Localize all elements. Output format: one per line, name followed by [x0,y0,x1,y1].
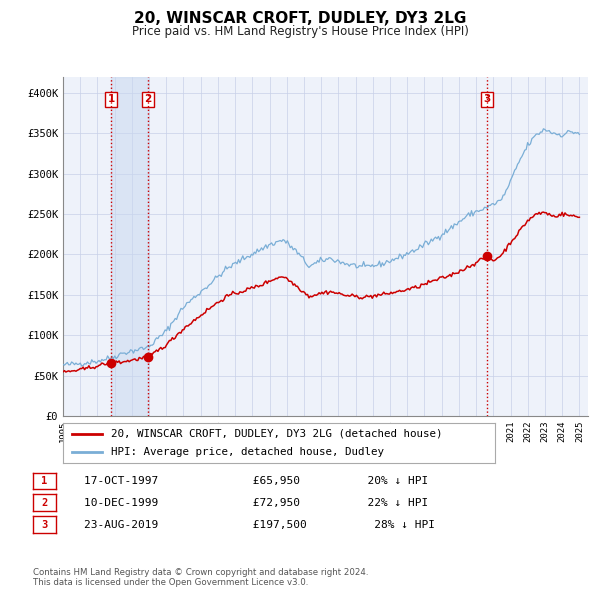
Text: 2: 2 [41,498,47,507]
Text: 20, WINSCAR CROFT, DUDLEY, DY3 2LG: 20, WINSCAR CROFT, DUDLEY, DY3 2LG [134,11,466,25]
Text: 23-AUG-2019              £197,500          28% ↓ HPI: 23-AUG-2019 £197,500 28% ↓ HPI [57,520,435,529]
Text: 3: 3 [484,94,491,104]
Bar [111,77,148,416]
Text: 17-OCT-1997              £65,950          20% ↓ HPI: 17-OCT-1997 £65,950 20% ↓ HPI [57,476,428,486]
Text: 2: 2 [145,94,152,104]
Text: Contains HM Land Registry data © Crown copyright and database right 2024.
This d: Contains HM Land Registry data © Crown c… [33,568,368,587]
Text: 3: 3 [41,520,47,529]
Text: 10-DEC-1999              £72,950          22% ↓ HPI: 10-DEC-1999 £72,950 22% ↓ HPI [57,498,428,507]
Text: HPI: Average price, detached house, Dudley: HPI: Average price, detached house, Dudl… [110,447,383,457]
Text: 1: 1 [107,94,115,104]
Text: 20, WINSCAR CROFT, DUDLEY, DY3 2LG (detached house): 20, WINSCAR CROFT, DUDLEY, DY3 2LG (deta… [110,429,442,439]
Text: 1: 1 [41,476,47,486]
Text: Price paid vs. HM Land Registry's House Price Index (HPI): Price paid vs. HM Land Registry's House … [131,25,469,38]
